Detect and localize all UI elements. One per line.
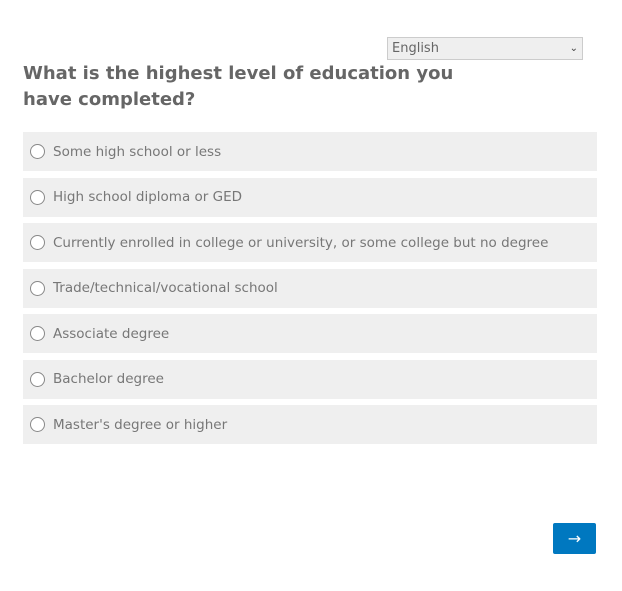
option-high-school-diploma[interactable]: High school diploma or GED [23, 177, 597, 217]
option-some-college[interactable]: Currently enrolled in college or univers… [23, 223, 597, 262]
language-select-value: English [392, 41, 439, 56]
radio-icon[interactable] [30, 371, 45, 387]
radio-icon[interactable] [30, 326, 45, 341]
arrow-right-icon: → [567, 529, 582, 548]
option-trade-school[interactable]: Trade/technical/vocational school [23, 268, 597, 308]
option-associate[interactable]: Associate degree [23, 314, 597, 353]
option-bachelor[interactable]: Bachelor degree [23, 359, 597, 399]
option-label: Trade/technical/vocational school [53, 280, 278, 296]
language-select[interactable]: English ⌄ [387, 37, 583, 60]
radio-icon[interactable] [30, 144, 45, 159]
option-label: Associate degree [53, 325, 170, 342]
radio-icon[interactable] [30, 189, 45, 205]
radio-icon[interactable] [30, 417, 45, 432]
option-label: Currently enrolled in college or univers… [53, 234, 549, 251]
option-label: Master's degree or higher [53, 416, 228, 433]
option-label: Bachelor degree [53, 371, 164, 387]
radio-icon[interactable] [30, 235, 45, 250]
next-button[interactable]: → [553, 523, 596, 554]
chevron-down-icon: ⌄ [569, 43, 578, 54]
option-some-high-school[interactable]: Some high school or less [23, 132, 597, 171]
answer-options: Some high school or less High school dip… [23, 132, 597, 451]
option-label: Some high school or less [53, 143, 222, 160]
question-title: What is the highest level of education y… [23, 63, 454, 110]
radio-icon[interactable] [30, 280, 45, 296]
option-masters[interactable]: Master's degree or higher [23, 405, 597, 444]
option-label: High school diploma or GED [53, 189, 242, 205]
